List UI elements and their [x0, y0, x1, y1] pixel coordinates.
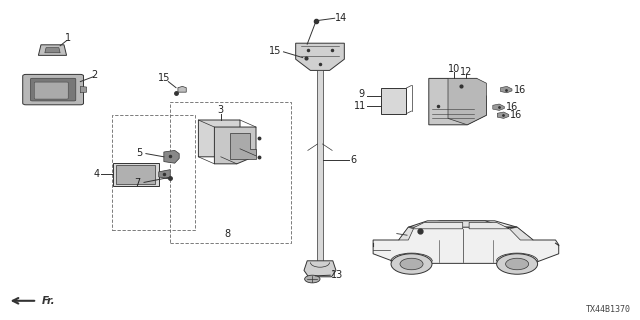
- Text: 11: 11: [353, 100, 366, 111]
- Text: 4: 4: [93, 169, 100, 180]
- Polygon shape: [45, 48, 60, 53]
- Polygon shape: [497, 112, 509, 118]
- Circle shape: [400, 258, 423, 270]
- Text: TX44B1370: TX44B1370: [586, 305, 630, 314]
- Polygon shape: [448, 78, 486, 125]
- Polygon shape: [159, 170, 170, 179]
- Text: 3: 3: [218, 105, 224, 116]
- Circle shape: [506, 258, 529, 270]
- Polygon shape: [178, 86, 186, 92]
- Text: 16: 16: [513, 84, 526, 95]
- Polygon shape: [230, 133, 256, 159]
- Polygon shape: [164, 150, 179, 163]
- Text: 16: 16: [506, 102, 518, 112]
- Text: 6: 6: [350, 155, 356, 165]
- Circle shape: [305, 275, 320, 283]
- Bar: [317, 70, 323, 264]
- Text: 1: 1: [65, 33, 72, 44]
- Text: 12: 12: [460, 67, 472, 77]
- Polygon shape: [493, 104, 504, 110]
- FancyBboxPatch shape: [35, 82, 68, 99]
- Text: 9: 9: [358, 89, 365, 100]
- Bar: [381, 88, 406, 114]
- Text: Fr.: Fr.: [42, 296, 55, 307]
- Polygon shape: [509, 227, 533, 240]
- Text: 10: 10: [448, 64, 461, 74]
- Polygon shape: [304, 261, 336, 277]
- Polygon shape: [214, 127, 256, 164]
- Polygon shape: [399, 227, 413, 240]
- Bar: [116, 165, 155, 184]
- Polygon shape: [38, 45, 67, 55]
- Text: 15: 15: [158, 73, 171, 84]
- FancyBboxPatch shape: [23, 75, 84, 105]
- Text: 8: 8: [224, 228, 230, 239]
- Circle shape: [391, 254, 432, 274]
- FancyBboxPatch shape: [31, 78, 76, 101]
- Polygon shape: [81, 86, 87, 93]
- Polygon shape: [500, 86, 512, 93]
- Text: 2: 2: [92, 69, 97, 80]
- Polygon shape: [469, 222, 509, 229]
- Bar: [170, 102, 291, 243]
- Text: 16: 16: [510, 110, 523, 120]
- Polygon shape: [198, 120, 240, 157]
- Bar: [112, 115, 195, 230]
- Text: 7: 7: [134, 178, 141, 188]
- Text: 13: 13: [330, 270, 343, 280]
- Polygon shape: [373, 221, 559, 263]
- Text: 14: 14: [335, 12, 348, 23]
- Polygon shape: [413, 222, 463, 229]
- Text: 5: 5: [136, 148, 143, 158]
- Polygon shape: [296, 43, 344, 70]
- Text: 15: 15: [269, 45, 282, 56]
- Bar: [113, 163, 159, 186]
- Polygon shape: [429, 78, 486, 125]
- Polygon shape: [408, 221, 517, 227]
- Circle shape: [497, 254, 538, 274]
